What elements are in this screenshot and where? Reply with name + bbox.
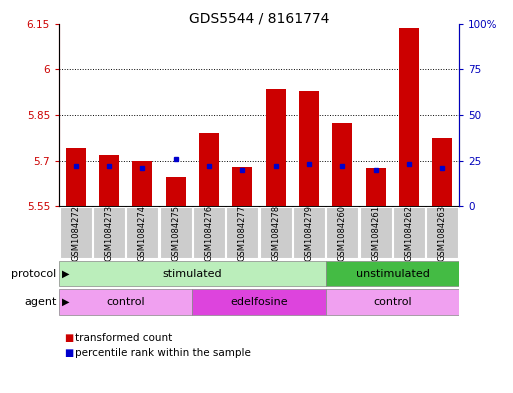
Text: ■: ■ bbox=[64, 348, 73, 358]
Text: GSM1084275: GSM1084275 bbox=[171, 205, 180, 261]
Bar bbox=[432, 138, 452, 206]
Bar bbox=[326, 208, 359, 258]
Text: GSM1084273: GSM1084273 bbox=[105, 205, 113, 261]
Bar bbox=[66, 149, 86, 206]
Text: GSM1084279: GSM1084279 bbox=[305, 205, 313, 261]
Bar bbox=[293, 208, 325, 258]
Text: percentile rank within the sample: percentile rank within the sample bbox=[75, 348, 251, 358]
Text: ▶: ▶ bbox=[62, 268, 69, 279]
Text: GSM1084263: GSM1084263 bbox=[438, 205, 447, 261]
Bar bbox=[193, 208, 225, 258]
Text: GSM1084262: GSM1084262 bbox=[405, 205, 413, 261]
Text: control: control bbox=[106, 297, 145, 307]
Text: control: control bbox=[373, 297, 412, 307]
Text: GDS5544 / 8161774: GDS5544 / 8161774 bbox=[189, 12, 329, 26]
Bar bbox=[93, 208, 125, 258]
Text: unstimulated: unstimulated bbox=[356, 268, 429, 279]
Bar bbox=[132, 161, 152, 206]
Text: GSM1084276: GSM1084276 bbox=[205, 205, 213, 261]
Text: protocol: protocol bbox=[11, 268, 56, 279]
Text: GSM1084277: GSM1084277 bbox=[238, 205, 247, 261]
Text: edelfosine: edelfosine bbox=[230, 297, 288, 307]
Bar bbox=[260, 208, 292, 258]
Bar bbox=[393, 208, 425, 258]
Text: GSM1084260: GSM1084260 bbox=[338, 205, 347, 261]
Bar bbox=[166, 177, 186, 206]
Bar bbox=[99, 154, 119, 206]
Bar bbox=[59, 289, 192, 314]
Text: ▶: ▶ bbox=[62, 297, 69, 307]
Bar bbox=[232, 167, 252, 206]
Text: GSM1084274: GSM1084274 bbox=[138, 205, 147, 261]
Bar bbox=[332, 123, 352, 206]
Bar bbox=[326, 289, 459, 314]
Bar bbox=[360, 208, 392, 258]
Bar bbox=[60, 208, 92, 258]
Bar bbox=[59, 261, 326, 286]
Bar bbox=[366, 168, 386, 206]
Bar bbox=[226, 208, 259, 258]
Text: GSM1084278: GSM1084278 bbox=[271, 205, 280, 261]
Text: GSM1084272: GSM1084272 bbox=[71, 205, 80, 261]
Bar bbox=[299, 90, 319, 206]
Bar bbox=[266, 89, 286, 206]
Bar bbox=[399, 28, 419, 206]
Bar bbox=[160, 208, 192, 258]
Bar bbox=[326, 261, 459, 286]
Bar bbox=[192, 289, 326, 314]
Text: ■: ■ bbox=[64, 332, 73, 343]
Text: GSM1084261: GSM1084261 bbox=[371, 205, 380, 261]
Text: stimulated: stimulated bbox=[163, 268, 222, 279]
Bar bbox=[199, 133, 219, 206]
Text: agent: agent bbox=[24, 297, 56, 307]
Text: transformed count: transformed count bbox=[75, 332, 173, 343]
Bar bbox=[426, 208, 459, 258]
Bar bbox=[126, 208, 159, 258]
